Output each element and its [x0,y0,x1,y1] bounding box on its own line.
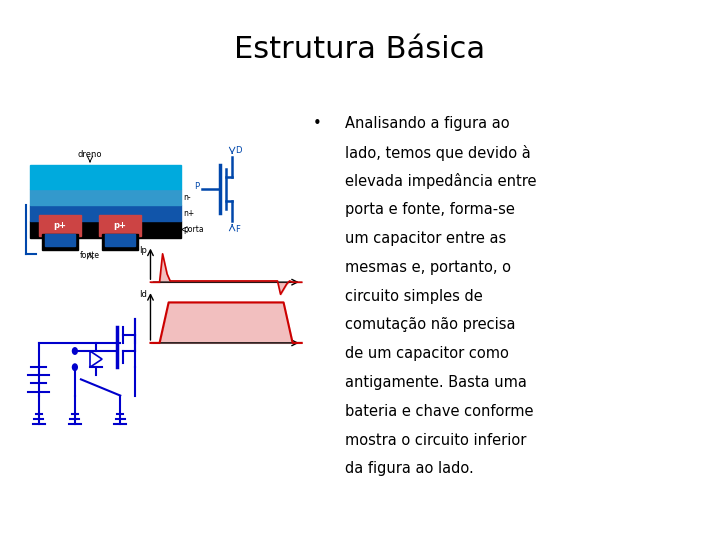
Text: Estrutura Básica: Estrutura Básica [235,35,485,64]
Text: mostra o circuito inferior: mostra o circuito inferior [345,433,526,448]
Text: n-: n- [184,193,192,201]
Bar [45,233,75,246]
Text: n+: n+ [184,209,195,218]
Bar [30,205,181,221]
Text: circuito simples de: circuito simples de [345,288,483,303]
Bar [105,233,135,246]
Text: Ip: Ip [140,246,148,255]
Bar [30,165,181,189]
Text: n+: n+ [63,235,74,242]
Bar [39,215,81,235]
Bar [30,221,181,238]
Text: Analisando a figura ao: Analisando a figura ao [345,116,510,131]
Text: lado, temos que devido à: lado, temos que devido à [345,145,531,160]
Text: dreno: dreno [78,150,102,159]
Text: bateria e chave conforme: bateria e chave conforme [345,404,534,419]
Text: um capacitor entre as: um capacitor entre as [345,231,506,246]
Text: P: P [194,183,199,192]
Text: p+: p+ [114,221,127,230]
Bar [102,233,138,249]
Text: mesmas e, portanto, o: mesmas e, portanto, o [345,260,511,275]
Bar [42,233,78,249]
Text: porta e fonte, forma-se: porta e fonte, forma-se [345,202,515,217]
Text: de um capacitor como: de um capacitor como [345,346,509,361]
Text: •: • [313,116,322,131]
Text: da figura ao lado.: da figura ao lado. [345,461,474,476]
Bar [30,189,181,205]
Text: comutação não precisa: comutação não precisa [345,318,516,333]
Text: fonte: fonte [80,251,100,260]
Text: antigamente. Basta uma: antigamente. Basta uma [345,375,527,390]
Circle shape [73,364,77,370]
Text: elevada impedância entre: elevada impedância entre [345,173,536,190]
Circle shape [73,348,77,354]
Text: Id: Id [140,291,148,299]
Text: porta: porta [184,225,204,234]
Text: p+: p+ [53,221,66,230]
Text: D: D [235,146,242,154]
Bar [99,215,141,235]
Text: F: F [235,226,240,234]
